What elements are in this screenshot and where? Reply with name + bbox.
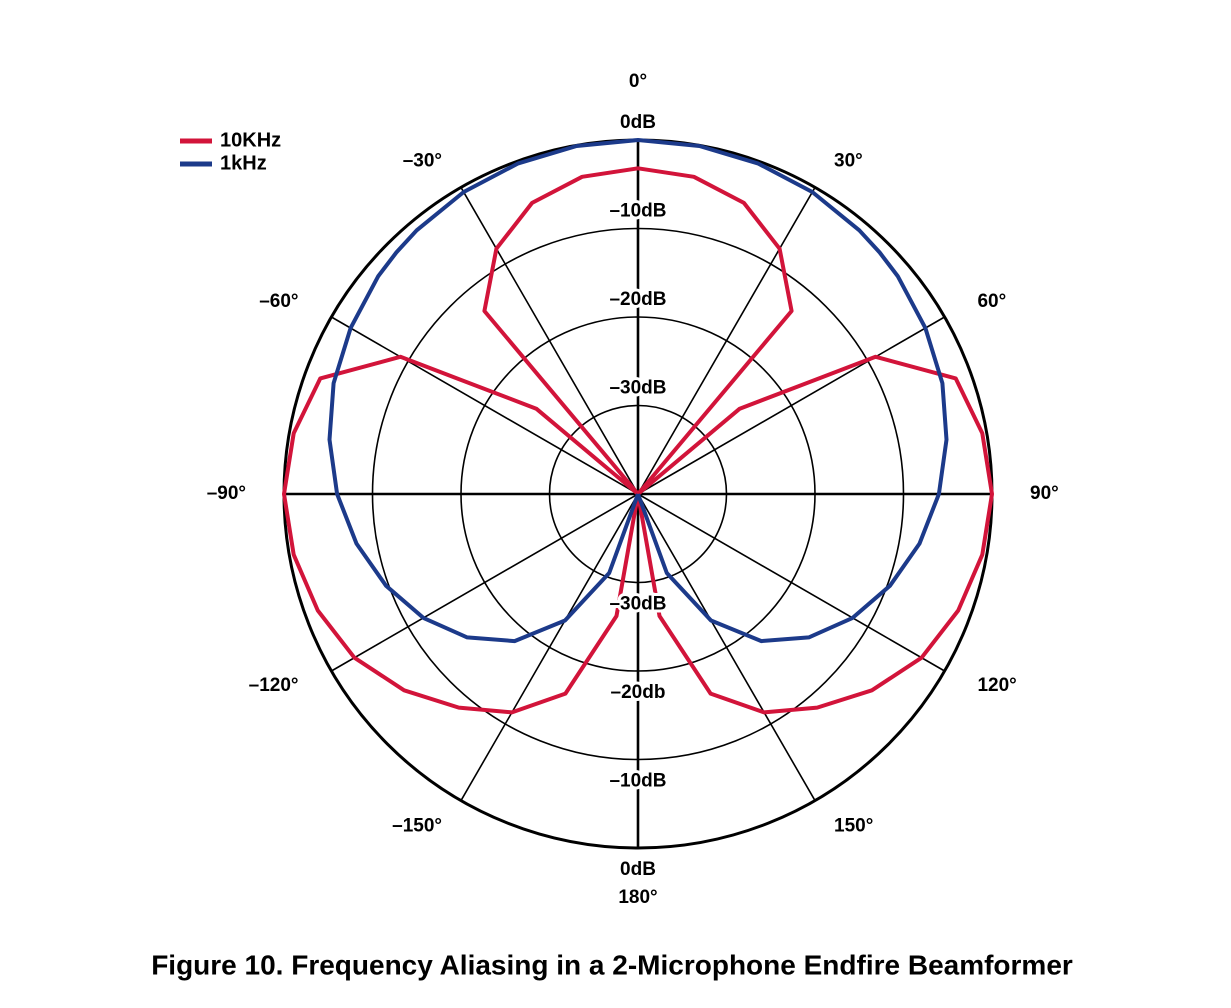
chart-title: Figure 10. Frequency Aliasing in a 2-Mic… <box>151 949 1073 980</box>
theta-tick-label: 90° <box>1030 483 1059 504</box>
grid-spoke <box>637 493 816 801</box>
r-tick-label: –30dB <box>609 594 666 615</box>
grid-spoke <box>637 316 945 495</box>
theta-tick-label: 30° <box>834 150 863 171</box>
theta-tick-label: 60° <box>977 291 1006 312</box>
r-tick-label: –30dB <box>609 378 666 399</box>
theta-tick-label: –90° <box>207 483 246 504</box>
theta-tick-label: –60° <box>259 291 298 312</box>
grid-spoke <box>637 187 816 495</box>
theta-tick-label: –150° <box>392 816 442 837</box>
grid-spoke <box>331 493 639 672</box>
theta-tick-label: 120° <box>977 675 1016 696</box>
grid-spoke <box>637 493 945 672</box>
r-tick-label: –20dB <box>609 289 666 310</box>
legend-label: 10KHz <box>220 129 281 151</box>
theta-tick-label: 150° <box>834 816 873 837</box>
r-tick-label: –10dB <box>609 771 666 792</box>
grid-spoke <box>460 493 639 801</box>
series-line <box>327 138 949 644</box>
theta-tick-label: 180° <box>618 887 657 908</box>
r-tick-label: –20db <box>611 682 666 703</box>
r-tick-label: –10dB <box>609 201 666 222</box>
r-tick-label: 0dB <box>620 859 656 880</box>
theta-tick-label: –120° <box>249 675 299 696</box>
theta-tick-label: 0° <box>629 71 647 92</box>
grid-spoke <box>331 316 639 495</box>
legend-label: 1kHz <box>220 152 267 174</box>
grid-spoke <box>460 187 639 495</box>
series-line <box>282 166 994 715</box>
theta-tick-label: –30° <box>403 150 442 171</box>
r-tick-label: 0dB <box>620 112 656 133</box>
